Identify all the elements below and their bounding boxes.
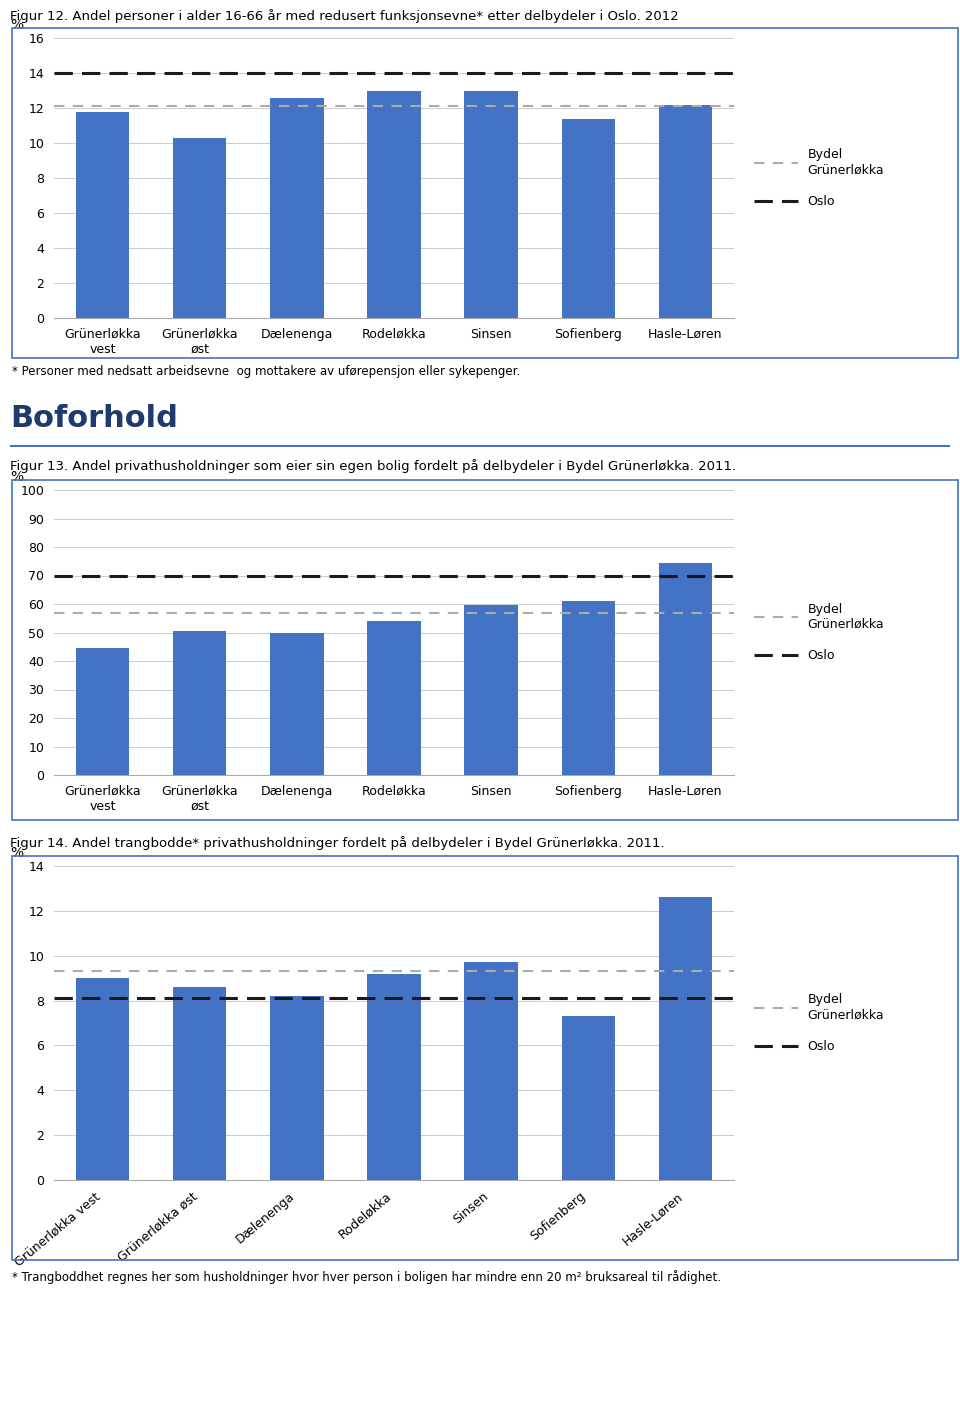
Bar: [659, 104, 712, 318]
Text: Figur 12. Andel personer i alder 16-66 år med redusert funksjonsevne* etter delb: Figur 12. Andel personer i alder 16-66 å…: [10, 8, 679, 22]
Bar: [270, 633, 324, 774]
Bar: [368, 974, 420, 1180]
Bar: [465, 962, 517, 1180]
Y-axis label: %: %: [10, 846, 23, 860]
Bar: [659, 898, 712, 1180]
Bar: [173, 631, 227, 774]
Legend: Bydel
Grünerløkka, Oslo: Bydel Grünerløkka, Oslo: [754, 149, 884, 208]
Bar: [562, 1016, 615, 1180]
Legend: Bydel
Grünerløkka, Oslo: Bydel Grünerløkka, Oslo: [754, 993, 884, 1052]
Legend: Bydel
Grünerløkka, Oslo: Bydel Grünerløkka, Oslo: [754, 603, 884, 662]
Y-axis label: %: %: [10, 470, 23, 484]
Bar: [562, 600, 615, 774]
Bar: [173, 137, 227, 318]
Bar: [465, 91, 517, 318]
Bar: [76, 648, 130, 774]
Bar: [76, 978, 130, 1180]
Text: Figur 13. Andel privathusholdninger som eier sin egen bolig fordelt på delbydele: Figur 13. Andel privathusholdninger som …: [10, 459, 736, 473]
Bar: [270, 996, 324, 1180]
Text: Boforhold: Boforhold: [10, 404, 178, 434]
Bar: [659, 563, 712, 774]
Bar: [368, 91, 420, 318]
Y-axis label: %: %: [10, 18, 23, 32]
Text: * Trangboddhet regnes her som husholdninger hvor hver person i boligen har mindr: * Trangboddhet regnes her som husholdnin…: [12, 1270, 721, 1284]
Bar: [465, 606, 517, 774]
Bar: [76, 111, 130, 318]
Bar: [368, 622, 420, 774]
Text: Figur 14. Andel trangbodde* privathusholdninger fordelt på delbydeler i Bydel Gr: Figur 14. Andel trangbodde* privathushol…: [10, 836, 664, 850]
Bar: [270, 97, 324, 318]
Text: * Personer med nedsatt arbeidsevne  og mottakere av uførepensjon eller sykepenge: * Personer med nedsatt arbeidsevne og mo…: [12, 365, 520, 377]
Bar: [562, 118, 615, 318]
Bar: [173, 988, 227, 1180]
